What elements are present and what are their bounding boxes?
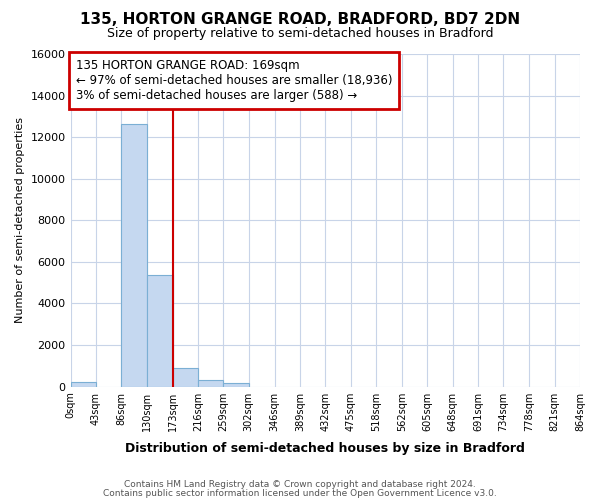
X-axis label: Distribution of semi-detached houses by size in Bradford: Distribution of semi-detached houses by … <box>125 442 525 455</box>
Y-axis label: Number of semi-detached properties: Number of semi-detached properties <box>15 118 25 324</box>
Bar <box>121 124 146 386</box>
Text: Size of property relative to semi-detached houses in Bradford: Size of property relative to semi-detach… <box>107 28 493 40</box>
Bar <box>198 380 223 386</box>
Text: 135 HORTON GRANGE ROAD: 169sqm
← 97% of semi-detached houses are smaller (18,936: 135 HORTON GRANGE ROAD: 169sqm ← 97% of … <box>76 59 392 102</box>
Bar <box>71 382 96 386</box>
Text: Contains HM Land Registry data © Crown copyright and database right 2024.: Contains HM Land Registry data © Crown c… <box>124 480 476 489</box>
Bar <box>173 368 198 386</box>
Text: 135, HORTON GRANGE ROAD, BRADFORD, BD7 2DN: 135, HORTON GRANGE ROAD, BRADFORD, BD7 2… <box>80 12 520 28</box>
Bar <box>147 275 173 386</box>
Text: Contains public sector information licensed under the Open Government Licence v3: Contains public sector information licen… <box>103 489 497 498</box>
Bar <box>223 382 248 386</box>
